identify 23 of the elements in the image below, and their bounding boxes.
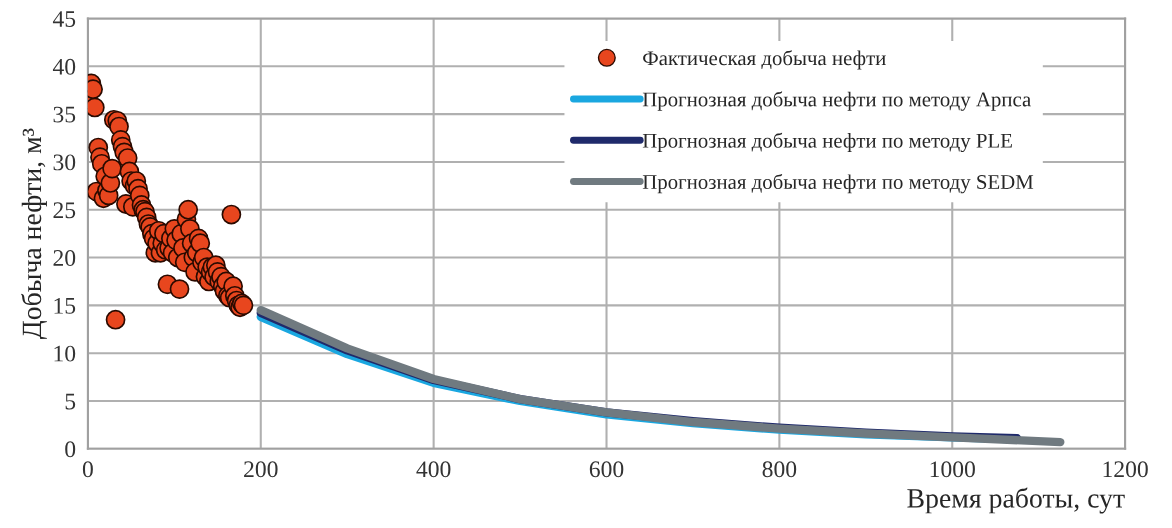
- y-tick-label: 20: [53, 250, 76, 266]
- x-tick-label: 400: [416, 461, 451, 478]
- x-tick-label: 1000: [930, 461, 975, 478]
- x-axis-title: Время работы, сут: [907, 487, 1125, 514]
- y-tick-label: 30: [53, 154, 76, 171]
- x-tick-label: 0: [82, 461, 93, 478]
- x-tick-label: 200: [244, 461, 278, 478]
- y-tick-label: 0: [65, 441, 76, 458]
- y-tick-label: 15: [54, 297, 76, 314]
- x-tick-label: 600: [589, 461, 624, 478]
- y-tick-label: 45: [52, 11, 76, 27]
- x-tick-label: 1200: [1103, 461, 1148, 478]
- y-tick-label: 10: [54, 345, 76, 362]
- legend-label: Прогнозная добыча нефти по методу SEDM: [642, 173, 1034, 194]
- legend-label: Прогнозная добыча нефти по методу Арпса: [642, 91, 1031, 111]
- x-tick-label: 800: [762, 461, 797, 478]
- y-tick-label: 25: [53, 202, 76, 219]
- legend-label: Прогнозная добыча нефти по методу PLE: [642, 132, 1012, 153]
- y-tick-label: 40: [52, 58, 76, 75]
- y-tick-label: 35: [53, 106, 76, 123]
- y-tick-label: 5: [65, 393, 76, 410]
- y-axis-title: Добыча нефти, м³: [21, 128, 47, 340]
- legend-label: Фактическая добыча нефти: [643, 50, 886, 70]
